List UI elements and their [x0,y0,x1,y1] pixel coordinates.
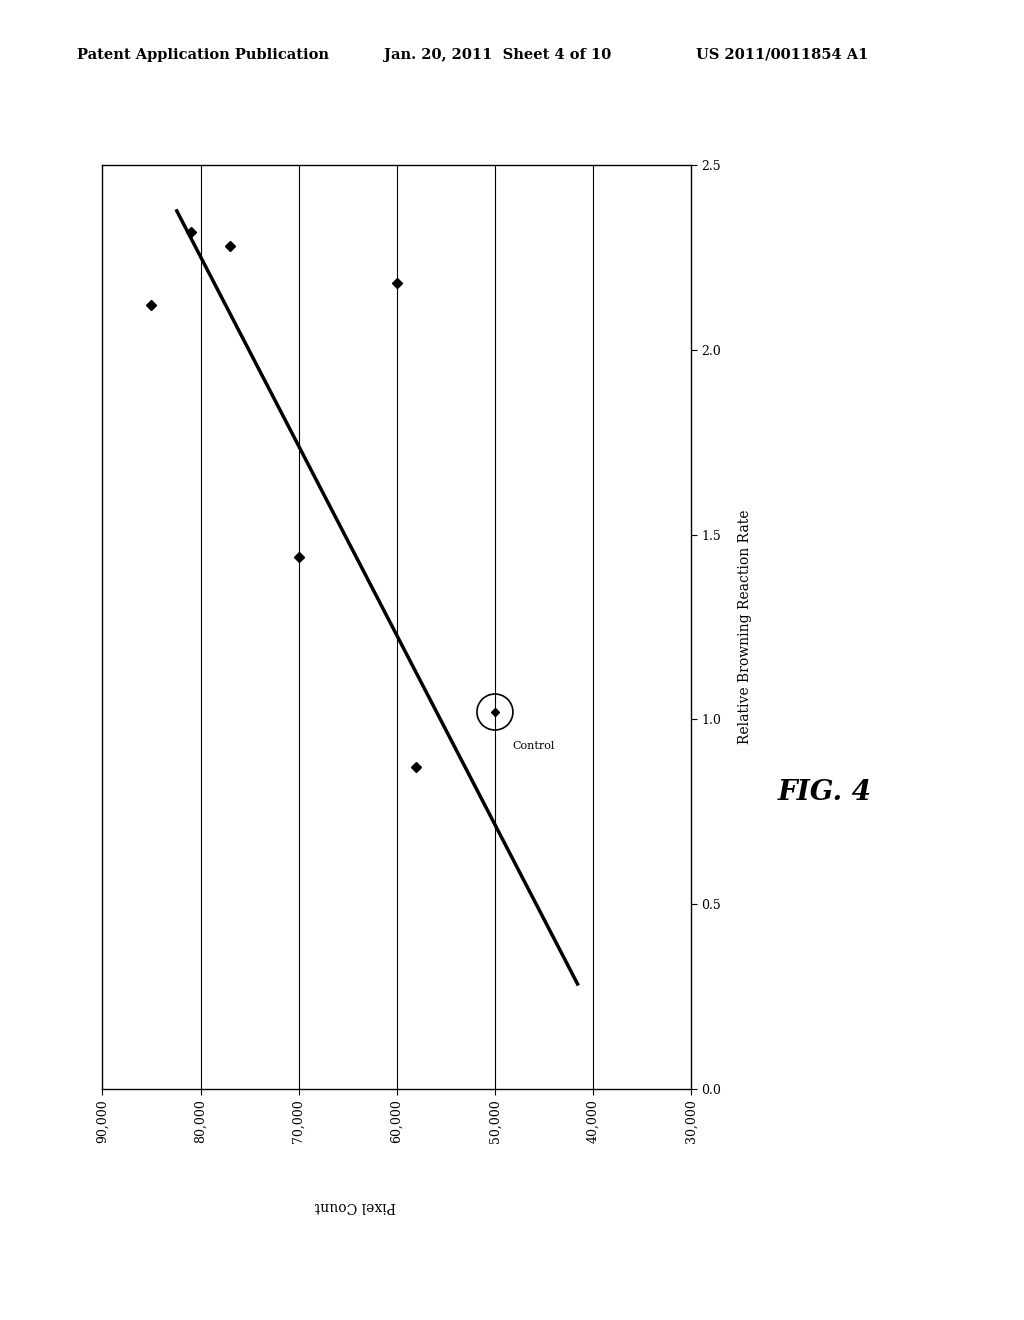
Text: US 2011/0011854 A1: US 2011/0011854 A1 [696,48,868,62]
Text: Jan. 20, 2011  Sheet 4 of 10: Jan. 20, 2011 Sheet 4 of 10 [384,48,611,62]
Y-axis label: Relative Browning Reaction Rate: Relative Browning Reaction Rate [738,510,753,744]
Text: Pixel Count: Pixel Count [315,1199,396,1213]
Text: FIG. 4: FIG. 4 [777,779,871,805]
Text: Control: Control [513,741,555,751]
Text: Patent Application Publication: Patent Application Publication [77,48,329,62]
